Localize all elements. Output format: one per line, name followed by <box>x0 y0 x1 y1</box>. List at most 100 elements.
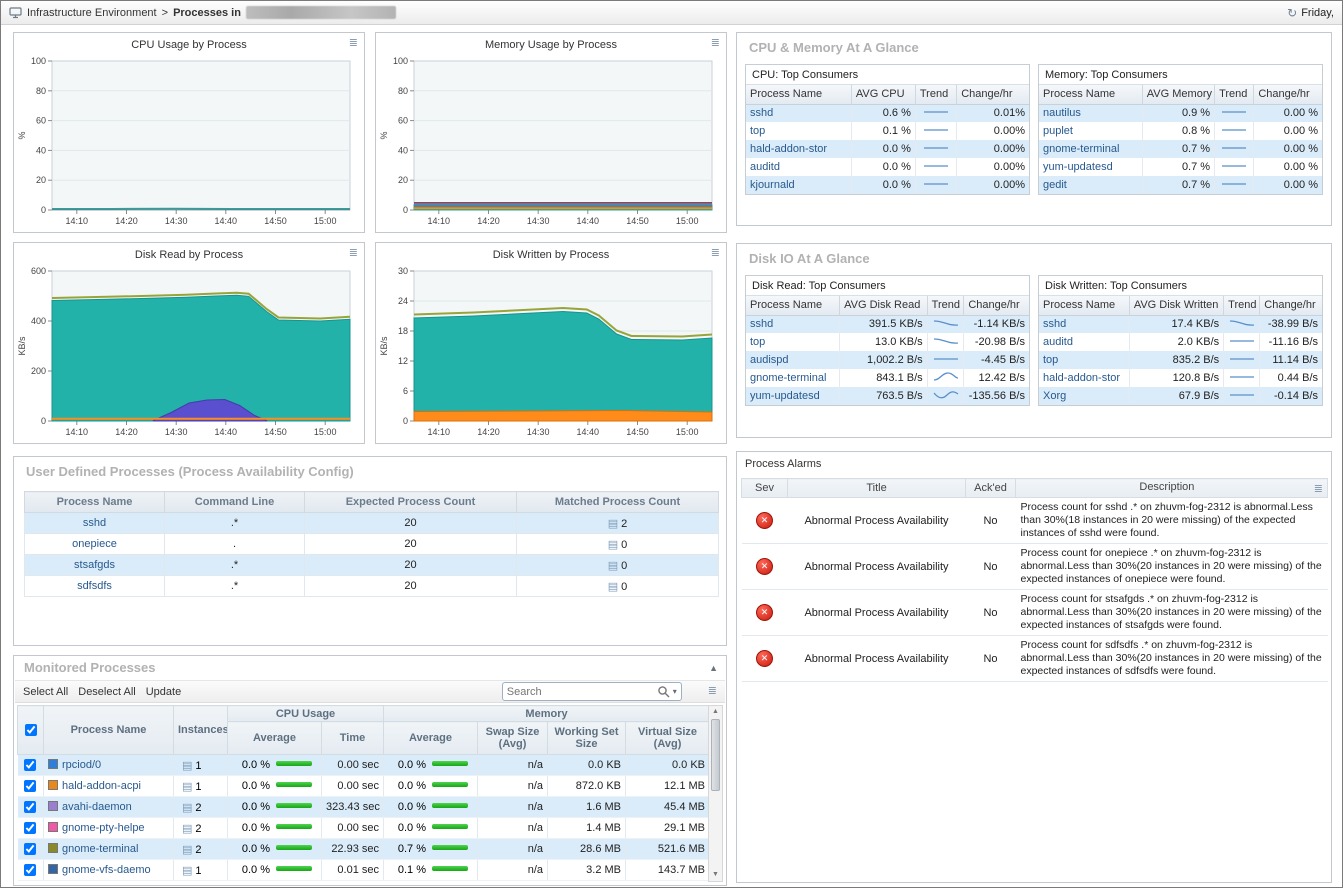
row-checkbox[interactable] <box>24 780 37 793</box>
column-header[interactable]: Process Name <box>746 296 841 316</box>
drilldown-icon[interactable]: ▤ <box>607 580 619 593</box>
column-header[interactable]: Time <box>320 721 385 755</box>
process-link[interactable]: sdfsdfs <box>77 580 112 592</box>
column-header[interactable]: Change/hr <box>1253 85 1322 105</box>
scroll-up-icon[interactable]: ▲ <box>712 708 719 715</box>
deselect-all-button[interactable]: Deselect All <box>78 685 136 698</box>
instances-icon[interactable]: ▤ <box>182 843 193 856</box>
process-row[interactable]: gnome-pty-helpe ▤ 2 0.0 % 0.00 sec 0.0 % n/a 1.… <box>17 817 711 839</box>
process-link[interactable]: kjournald <box>750 179 795 191</box>
critical-severity-icon[interactable]: ✕ <box>756 604 773 621</box>
chart-options-icon[interactable]: ≣ <box>710 247 720 259</box>
column-header[interactable]: Process Name <box>1039 296 1130 316</box>
column-header[interactable]: Trend <box>1214 85 1255 105</box>
column-header[interactable]: Matched Process Count <box>516 491 719 513</box>
table-row[interactable]: sshd 17.4 KB/s -38.99 B/s <box>1039 315 1322 333</box>
column-header[interactable]: Ack'ed <box>965 478 1016 498</box>
column-header[interactable]: Trend <box>1223 296 1261 316</box>
table-row[interactable]: onepiece. 20 ▤ 0 <box>24 533 719 555</box>
column-header[interactable]: ≣ Description <box>1015 478 1328 498</box>
process-link[interactable]: gnome-pty-helpe <box>62 822 145 834</box>
process-link[interactable]: sshd <box>82 517 107 529</box>
instances-icon[interactable]: ▤ <box>182 801 193 814</box>
chart-options-icon[interactable]: ≣ <box>710 37 720 49</box>
column-header[interactable]: AVG Disk Written <box>1129 296 1225 316</box>
process-link[interactable]: nautilus <box>1043 107 1081 120</box>
process-link[interactable]: hald-addon-stor <box>1043 372 1121 384</box>
breadcrumb-root[interactable]: Infrastructure Environment <box>27 6 157 19</box>
column-header[interactable]: Command Line <box>164 491 305 513</box>
table-row[interactable]: yum-updatesd 763.5 B/s -135.56 B/s <box>746 387 1029 405</box>
process-row[interactable]: avahi-daemon ▤ 2 0.0 % 323.43 sec 0.0 % n/a 1.6… <box>17 796 711 818</box>
column-header[interactable]: Sev <box>741 478 788 498</box>
column-header[interactable]: Expected Process Count <box>304 491 517 513</box>
process-link[interactable]: top <box>1043 354 1059 366</box>
column-header[interactable]: Swap Size (Avg) <box>477 721 549 755</box>
process-link[interactable]: Xorg <box>1043 390 1067 402</box>
process-link[interactable]: top <box>750 125 766 137</box>
process-link[interactable]: audispd <box>750 354 789 366</box>
table-row[interactable]: gnome-terminal 0.7 % 0.00 % <box>1039 140 1322 158</box>
process-link[interactable]: rpciod/0 <box>62 759 102 771</box>
column-header[interactable]: Change/hr <box>1259 296 1322 316</box>
row-checkbox[interactable] <box>24 759 37 772</box>
process-row[interactable]: gnome-terminal ▤ 2 0.0 % 22.93 sec 0.7 % n/a 28… <box>17 838 711 860</box>
search-input[interactable] <box>506 685 654 698</box>
process-link[interactable]: sshd <box>750 318 774 331</box>
process-link[interactable]: gnome-terminal <box>1043 143 1120 155</box>
table-row[interactable]: nautilus 0.9 % 0.00 % <box>1039 104 1322 122</box>
scrollbar-thumb[interactable] <box>711 719 720 791</box>
process-link[interactable]: gnome-terminal <box>62 843 139 855</box>
process-row[interactable]: rpciod/0 ▤ 1 0.0 % 0.00 sec 0.0 % n/a 0.0 KB 0.0… <box>17 754 711 776</box>
table-options-icon[interactable]: ≣ <box>707 685 717 697</box>
alarm-row[interactable]: ✕ Abnormal Process Availability No Process … <box>741 543 1328 590</box>
critical-severity-icon[interactable]: ✕ <box>756 650 773 667</box>
chart-options-icon[interactable]: ≣ <box>348 247 358 259</box>
row-checkbox[interactable] <box>24 843 37 856</box>
process-link[interactable]: yum-updatesd <box>750 390 820 402</box>
drilldown-icon[interactable]: ▤ <box>607 538 619 551</box>
process-link[interactable]: puplet <box>1043 125 1073 137</box>
table-row[interactable]: hald-addon-stor 120.8 B/s 0.44 B/s <box>1039 369 1322 387</box>
table-row[interactable]: sshd 0.6 % 0.01% <box>746 104 1029 122</box>
process-link[interactable]: gnome-vfs-daemo <box>62 864 151 876</box>
column-header[interactable]: Process Name <box>746 85 852 105</box>
table-row[interactable]: Xorg 67.9 B/s -0.14 B/s <box>1039 387 1322 405</box>
column-header[interactable]: Trend <box>915 85 958 105</box>
table-row[interactable]: top 13.0 KB/s -20.98 B/s <box>746 333 1029 351</box>
column-header[interactable]: AVG Disk Read <box>839 296 928 316</box>
process-link[interactable]: gnome-terminal <box>750 372 827 384</box>
process-link[interactable]: onepiece <box>72 538 117 550</box>
process-link[interactable]: hald-addon-stor <box>750 143 828 155</box>
column-header[interactable]: Instances <box>173 705 228 755</box>
column-header[interactable]: Working Set Size <box>547 721 627 755</box>
table-row[interactable]: gnome-terminal 843.1 B/s 12.42 B/s <box>746 369 1029 387</box>
column-header[interactable]: Title <box>787 478 966 498</box>
instances-icon[interactable]: ▤ <box>182 864 193 877</box>
row-checkbox[interactable] <box>24 801 37 814</box>
instances-icon[interactable]: ▤ <box>182 759 193 772</box>
column-header[interactable]: Process Name <box>24 491 165 513</box>
instances-icon[interactable]: ▤ <box>182 822 193 835</box>
row-checkbox[interactable] <box>24 864 37 877</box>
table-row[interactable]: sshd 391.5 KB/s -1.14 KB/s <box>746 315 1029 333</box>
search-icon[interactable] <box>657 685 670 698</box>
vertical-scrollbar[interactable]: ▲ ▼ <box>708 705 723 882</box>
process-link[interactable]: hald-addon-acpi <box>62 780 141 792</box>
table-row[interactable]: sshd .* 20 ▤ 2 <box>24 512 719 534</box>
scroll-down-icon[interactable]: ▼ <box>712 871 719 878</box>
alarm-row[interactable]: ✕ Abnormal Process Availability No Process … <box>741 497 1328 544</box>
column-header[interactable]: Process Name <box>1039 85 1143 105</box>
column-header[interactable]: Change/hr <box>963 296 1029 316</box>
table-options-icon[interactable]: ≣ <box>1313 483 1323 495</box>
column-header[interactable]: AVG CPU <box>851 85 916 105</box>
process-row[interactable]: hald-addon-acpi ▤ 1 0.0 % 0.00 sec 0.0 % n/a 87… <box>17 775 711 797</box>
column-header[interactable]: Average <box>383 721 479 755</box>
column-header[interactable]: Virtual Size (Avg) <box>625 721 711 755</box>
drilldown-icon[interactable]: ▤ <box>607 517 619 530</box>
critical-severity-icon[interactable]: ✕ <box>756 558 773 575</box>
process-link[interactable]: auditd <box>750 161 780 173</box>
critical-severity-icon[interactable]: ✕ <box>756 512 773 529</box>
table-row[interactable]: gedit 0.7 % 0.00 % <box>1039 176 1322 194</box>
column-header[interactable]: Process Name <box>43 705 174 755</box>
